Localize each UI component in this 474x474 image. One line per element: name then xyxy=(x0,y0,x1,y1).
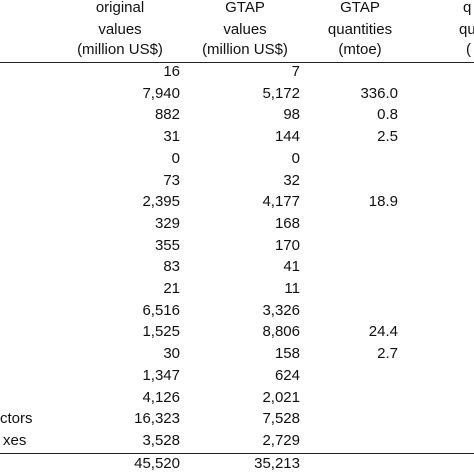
header-text: values xyxy=(223,21,267,38)
cell-gtap: 168 xyxy=(274,214,300,232)
cell-gtap: 0 xyxy=(291,149,300,167)
header-text: GTAP xyxy=(225,0,265,16)
cell-original: 2,395 xyxy=(142,193,180,211)
cell-original: 16,323 xyxy=(134,410,180,428)
header-text: GTAP xyxy=(340,0,380,16)
header-text: (million US$) xyxy=(77,41,163,58)
row-label: xes xyxy=(3,431,27,449)
cell-gtap: 2,729 xyxy=(262,431,300,449)
cell-original: 30 xyxy=(163,345,180,363)
cell-quantities: 336.0 xyxy=(360,84,398,102)
cell-original: 21 xyxy=(163,280,180,297)
header-text: original xyxy=(95,0,145,16)
cell-gtap: 8,806 xyxy=(262,323,300,341)
cell-gtap: 624 xyxy=(274,366,300,384)
header-text: quantities xyxy=(327,21,393,38)
cell-original: 3,528 xyxy=(142,431,180,449)
cell-original: 329 xyxy=(154,214,180,232)
total-rule xyxy=(0,453,474,454)
cell-gtap: 3,326 xyxy=(262,301,300,319)
cell-quantities: 18.9 xyxy=(368,193,398,211)
header-text: ( xyxy=(466,41,471,58)
cell-original: 4,126 xyxy=(142,388,180,406)
cell-original: 7,940 xyxy=(142,84,180,102)
cell-gtap: 41 xyxy=(283,258,300,276)
cell-gtap: 11 xyxy=(284,280,300,297)
cell-original: 355 xyxy=(154,236,180,254)
cell-gtap: 35,213 xyxy=(254,454,300,472)
cell-gtap: 144 xyxy=(274,128,300,146)
cell-original: 45,520 xyxy=(134,454,180,472)
cell-gtap: 2,021 xyxy=(262,388,300,406)
header-rule xyxy=(0,62,474,63)
header-text: (million US$) xyxy=(202,41,288,58)
cell-gtap: 7 xyxy=(291,63,300,80)
cell-original: 882 xyxy=(154,106,180,124)
cell-original: 0 xyxy=(171,149,180,167)
cell-original: 1,347 xyxy=(142,366,180,384)
cell-quantities: 0.8 xyxy=(377,106,398,124)
cell-quantities: 2.7 xyxy=(377,345,398,363)
cell-original: 1,525 xyxy=(142,323,180,341)
cell-gtap: 98 xyxy=(283,106,300,124)
cell-original: 73 xyxy=(163,171,180,189)
cell-original: 83 xyxy=(163,258,180,276)
cell-gtap: 158 xyxy=(274,345,300,363)
cell-original: 16 xyxy=(163,63,180,80)
row-label: ctors xyxy=(0,410,33,428)
cell-gtap: 5,172 xyxy=(262,84,300,102)
header-text: qu xyxy=(459,21,474,38)
cell-gtap: 7,528 xyxy=(262,410,300,428)
header-text: (mtoe) xyxy=(338,41,382,58)
header-text: q xyxy=(463,0,472,16)
cell-original: 31 xyxy=(163,128,180,146)
cell-quantities: 24.4 xyxy=(368,323,398,341)
cell-quantities: 2.5 xyxy=(377,128,398,146)
cell-original: 6,516 xyxy=(142,301,180,319)
cell-gtap: 32 xyxy=(283,171,300,189)
header-text: values xyxy=(98,21,142,38)
cell-gtap: 4,177 xyxy=(262,193,300,211)
cell-gtap: 170 xyxy=(274,236,300,254)
